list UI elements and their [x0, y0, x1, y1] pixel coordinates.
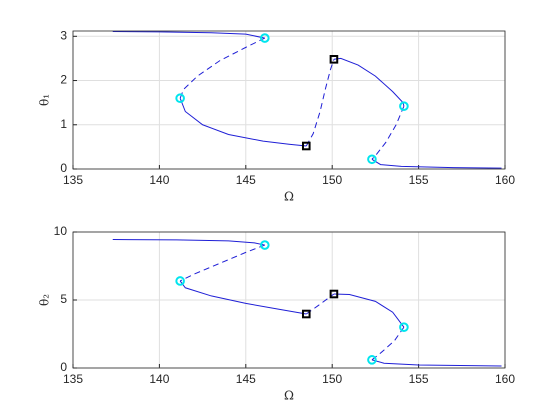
- branch-line: [371, 158, 502, 169]
- y-axis-label: θ₁: [38, 94, 52, 106]
- x-tick-label: 140: [149, 372, 169, 386]
- x-tick-label: 155: [409, 372, 429, 386]
- branch-line: [305, 59, 335, 147]
- subplot: 135 140 145 150 155 160 0 1 2 3 Ωθ₁: [38, 28, 516, 203]
- x-tick-label: 160: [495, 173, 515, 187]
- branch-line: [179, 98, 307, 147]
- marker-circle: [367, 154, 377, 165]
- y-tick-label: 0: [60, 161, 67, 175]
- marker-square: [329, 55, 339, 64]
- x-tick-label: 150: [322, 173, 342, 187]
- subplot: 135 140 145 150 155 160 0 5 10 Ωθ₂: [38, 224, 516, 402]
- branch-line: [179, 280, 307, 315]
- y-axis-label: θ₂: [38, 294, 52, 306]
- y-tick-label: 0: [60, 360, 67, 374]
- marker-circle: [260, 33, 270, 43]
- x-tick-label: 145: [236, 173, 256, 187]
- x-tick-label: 160: [495, 372, 515, 386]
- x-axis-label: Ω: [284, 389, 294, 403]
- x-tick-label: 145: [236, 372, 256, 386]
- plot-layer: [112, 31, 502, 169]
- y-tick-label: 1: [60, 117, 67, 131]
- axes-box: [72, 30, 506, 170]
- y-tick-label: 2: [60, 73, 67, 87]
- plot-layer: [112, 238, 502, 367]
- axes-box: [72, 231, 506, 369]
- y-tick-label: 10: [54, 224, 68, 238]
- x-tick-label: 155: [409, 173, 429, 187]
- branch-line: [371, 359, 502, 367]
- branch-line: [179, 37, 266, 99]
- marker-circle: [367, 355, 377, 365]
- marker-circle: [399, 322, 409, 333]
- marker-circle: [260, 240, 270, 250]
- branch-line: [112, 238, 265, 246]
- plot-area: [73, 31, 505, 169]
- y-tick-label: 5: [60, 292, 67, 306]
- marker-square: [301, 309, 311, 319]
- branch-line: [371, 326, 405, 361]
- marker-square: [301, 141, 311, 151]
- x-tick-label: 150: [322, 372, 342, 386]
- marker-square: [329, 289, 339, 299]
- x-tick-label: 135: [63, 372, 83, 386]
- branch-line: [371, 105, 405, 160]
- x-tick-label: 140: [149, 173, 169, 187]
- marker-circle: [175, 276, 185, 286]
- marker-circle: [399, 101, 409, 111]
- branch-line: [179, 244, 265, 282]
- marker-circle: [175, 93, 185, 104]
- branch-line: [333, 293, 405, 328]
- x-axis-label: Ω: [284, 190, 294, 204]
- branch-line: [112, 31, 265, 39]
- y-tick-label: 3: [60, 28, 67, 42]
- x-tick-label: 135: [63, 173, 83, 187]
